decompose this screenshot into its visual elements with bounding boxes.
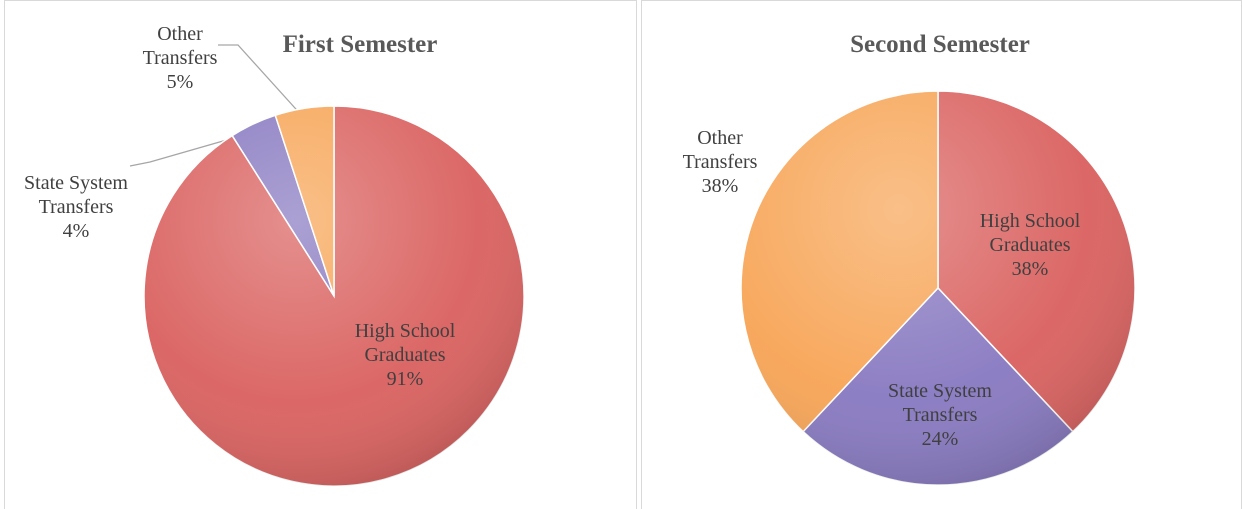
leader-line — [218, 44, 305, 119]
slice-label: High School Graduates 91% — [350, 319, 460, 391]
slice-value: 38% — [701, 175, 739, 197]
slice-label: Other Transfers 38% — [665, 126, 775, 198]
slice-value: 24% — [921, 428, 959, 450]
slice-label: State System Transfers 24% — [885, 379, 995, 451]
slice-label: Other Transfers 5% — [125, 22, 235, 94]
slice-category: High School Graduates — [354, 320, 456, 366]
slice-category: Other Transfers — [142, 23, 218, 69]
chart-title: Second Semester — [850, 31, 1030, 58]
slice-value: 38% — [1011, 258, 1049, 280]
slice-category: Other Transfers — [682, 127, 758, 173]
slice-category: State System Transfers — [888, 380, 992, 426]
slice-value: 91% — [386, 368, 424, 390]
slice-label: High School Graduates 38% — [975, 209, 1085, 281]
slice-value: 4% — [62, 220, 90, 242]
slice-label: State System Transfers 4% — [21, 171, 131, 243]
slice-value: 5% — [166, 71, 194, 93]
slice-category: State System Transfers — [24, 172, 128, 218]
chart-title: First Semester — [283, 31, 438, 58]
slice-category: High School Graduates — [979, 210, 1081, 256]
panel-border — [4, 0, 637, 509]
